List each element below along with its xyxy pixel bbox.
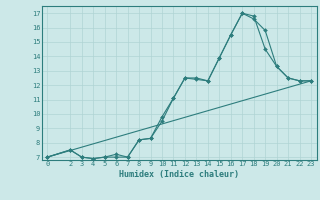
X-axis label: Humidex (Indice chaleur): Humidex (Indice chaleur) bbox=[119, 170, 239, 179]
